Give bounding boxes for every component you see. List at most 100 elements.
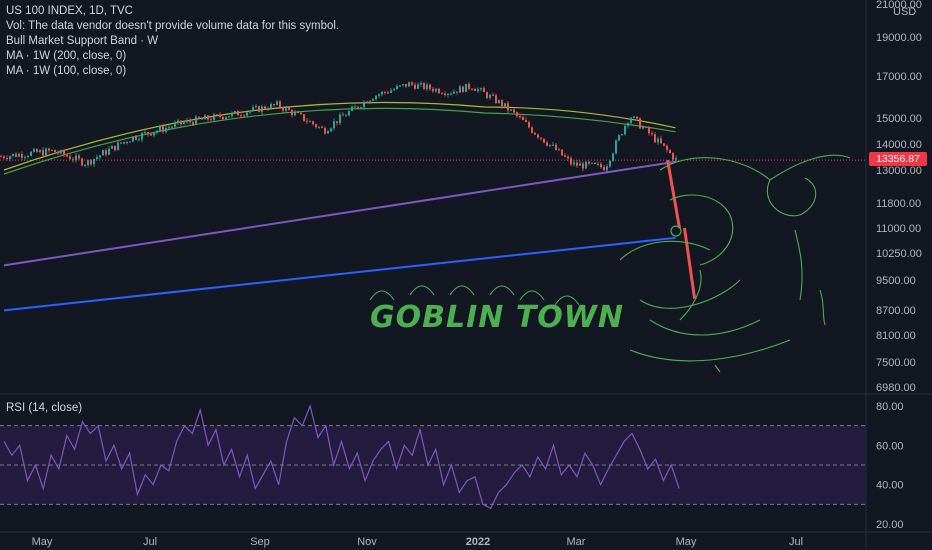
candle-body xyxy=(264,106,266,110)
goblin-arch xyxy=(409,285,435,296)
band-upper-line xyxy=(3,101,676,171)
candle-body xyxy=(399,85,401,87)
candle-body xyxy=(441,93,443,95)
indicator-ma100-label[interactable]: MA · 1W (100, close, 0) xyxy=(6,65,127,77)
candle-body xyxy=(162,126,164,132)
candle-body xyxy=(213,114,215,121)
goblin-arch xyxy=(519,290,545,301)
candle-body xyxy=(15,153,17,157)
indicator-band-label[interactable]: Bull Market Support Band · W xyxy=(6,35,159,47)
goblin-stroke xyxy=(649,319,761,336)
candle-body xyxy=(612,153,614,161)
goblin-eye xyxy=(670,225,682,237)
candle-body xyxy=(138,139,140,141)
candle-body xyxy=(534,132,536,135)
price-tick-label: 6980.00 xyxy=(876,382,916,394)
candle-body xyxy=(171,126,173,128)
candle-body xyxy=(462,86,464,92)
candle-body xyxy=(423,82,425,90)
candle-body xyxy=(66,154,68,157)
time-tick-label: Mar xyxy=(567,536,586,548)
candle-body xyxy=(30,151,32,157)
goblin-face-drawing xyxy=(369,154,851,373)
candle-body xyxy=(450,93,452,95)
candle-body xyxy=(477,89,479,92)
time-tick-label: May xyxy=(676,536,697,548)
rsi-tick-label: 80.00 xyxy=(876,401,904,413)
price-tick-label: 21000.00 xyxy=(876,0,922,11)
ma100-line xyxy=(3,160,676,267)
candle-body xyxy=(393,89,395,91)
candle-body xyxy=(6,158,8,160)
price-tick-label: 8700.00 xyxy=(876,305,916,317)
candle-body xyxy=(543,138,545,143)
candle-body xyxy=(102,150,104,156)
candle-body xyxy=(603,167,605,171)
price-tick-label: 19000.00 xyxy=(876,32,922,44)
bull-market-support-band xyxy=(3,101,676,175)
goblin-arch xyxy=(449,285,475,296)
candle-body xyxy=(390,90,392,93)
candle-body xyxy=(282,107,284,111)
price-tick-label: 7500.00 xyxy=(876,357,916,369)
rsi-tick-label: 60.00 xyxy=(876,440,904,452)
candle-body xyxy=(498,100,500,103)
candle-body xyxy=(207,115,209,120)
candles xyxy=(0,80,697,299)
candle-body xyxy=(597,163,599,165)
time-tick-label: Jul xyxy=(789,536,803,548)
candle-body xyxy=(594,162,596,164)
ma200-line xyxy=(3,236,676,312)
candle-body xyxy=(666,145,668,150)
price-tick-label: 15000.00 xyxy=(876,113,922,125)
chart-legend: US 100 INDEX, 1D, TVC Vol: The data vend… xyxy=(6,4,339,79)
candle-body xyxy=(570,158,572,165)
time-tick-label: May xyxy=(32,536,53,548)
price-axis[interactable]: 21000.00 19000.00 17000.00 15000.00 14000.00… xyxy=(876,0,922,394)
rsi-legend-label[interactable]: RSI (14, close) xyxy=(6,402,83,414)
candle-body xyxy=(480,88,482,90)
candle-body xyxy=(210,119,212,121)
volume-note: Vol: The data vendor doesn't provide vol… xyxy=(6,20,340,32)
candle-body xyxy=(93,159,95,165)
candle-body xyxy=(78,155,80,159)
candle-body xyxy=(90,160,92,165)
price-tick-label: 11800.00 xyxy=(876,198,921,210)
candle-body xyxy=(234,110,236,113)
candle-body xyxy=(471,88,473,90)
time-axis[interactable]: May Jul Sep Nov 2022 Mar May Jul xyxy=(32,536,803,548)
goblin-stroke xyxy=(669,194,734,266)
candle-body xyxy=(531,127,533,133)
candle-body xyxy=(219,114,221,117)
indicator-ma200-label[interactable]: MA · 1W (200, close, 0) xyxy=(6,50,127,62)
candle-body xyxy=(291,110,293,116)
candle-body xyxy=(396,85,398,90)
candle-body xyxy=(591,162,593,164)
candle-body xyxy=(18,153,20,157)
candle-body xyxy=(411,82,413,85)
candle-body xyxy=(255,106,257,108)
candle-body xyxy=(552,144,554,146)
candle-body xyxy=(258,106,260,112)
candle-body xyxy=(147,132,149,135)
candle-body xyxy=(468,83,470,89)
candle-body xyxy=(60,150,62,154)
candle-body xyxy=(387,92,389,94)
candle-body xyxy=(87,160,89,165)
candle-body xyxy=(579,163,581,166)
candle-body xyxy=(231,112,233,117)
goblin-stroke xyxy=(629,339,791,362)
price-tick-label: 9500.00 xyxy=(876,275,916,287)
candle-body xyxy=(384,91,386,93)
candle-body xyxy=(222,116,224,120)
candle-body xyxy=(561,149,563,156)
candle-body xyxy=(186,120,188,123)
candle-body xyxy=(663,143,665,146)
candle-body xyxy=(300,112,302,115)
candle-body xyxy=(294,112,296,116)
candle-body xyxy=(486,92,488,98)
candle-body xyxy=(609,160,611,167)
symbol-title[interactable]: US 100 INDEX, 1D, TVC xyxy=(6,5,133,17)
